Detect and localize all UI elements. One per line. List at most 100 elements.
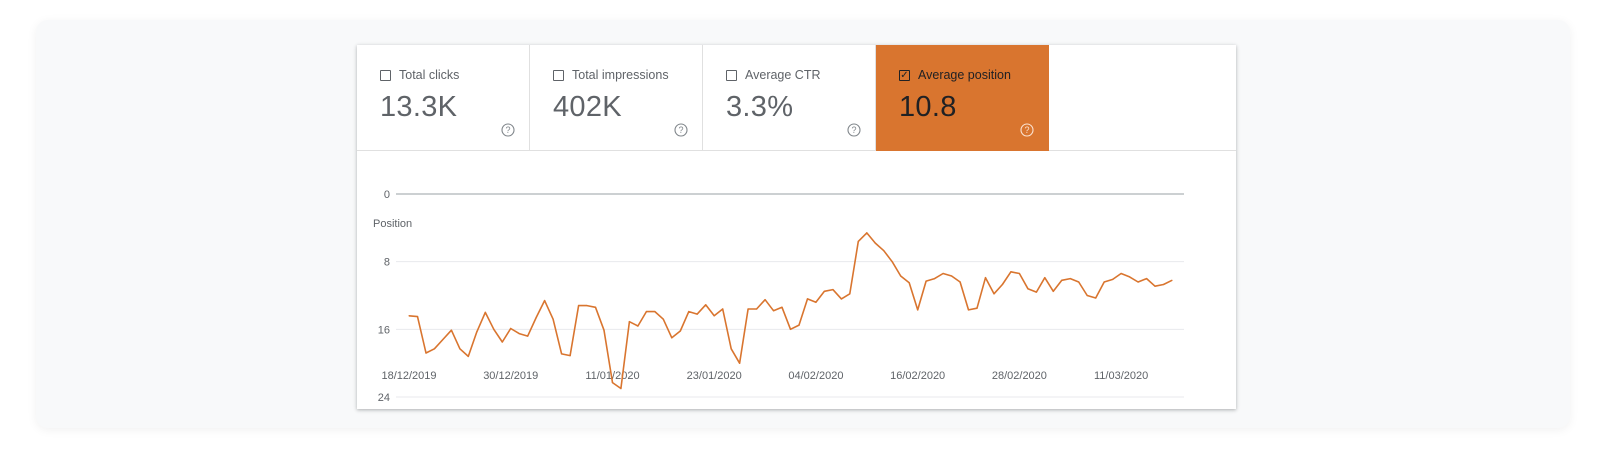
data-point	[942, 272, 944, 275]
data-point	[518, 333, 520, 335]
data-point	[967, 309, 970, 311]
checkbox[interactable]	[726, 70, 737, 81]
data-point	[976, 307, 978, 309]
data-point	[425, 352, 427, 354]
data-point	[1078, 281, 1080, 283]
data-point	[730, 348, 732, 350]
data-point	[628, 321, 630, 323]
data-point	[756, 308, 758, 310]
data-point	[959, 281, 961, 283]
data-point	[408, 315, 410, 317]
data-point	[1162, 283, 1165, 286]
data-point	[1044, 277, 1046, 279]
data-point	[1027, 288, 1029, 290]
data-point	[1154, 285, 1156, 287]
data-point	[815, 301, 817, 303]
svg-text:?: ?	[505, 125, 510, 135]
data-point	[1001, 283, 1004, 286]
metric-average-ctr[interactable]: Average CTR 3.3% ?	[703, 45, 876, 151]
data-point	[798, 324, 800, 326]
performance-card: Total clicks 13.3K ? Total impressions 4…	[357, 45, 1236, 409]
data-point	[679, 330, 681, 332]
data-point	[654, 311, 656, 313]
data-point	[662, 318, 664, 320]
data-point	[1171, 279, 1173, 281]
help-circle-icon[interactable]: ?	[501, 123, 515, 137]
svg-text:?: ?	[678, 125, 683, 135]
data-point	[781, 306, 783, 308]
y-tick-label: 8	[384, 257, 390, 269]
data-point	[645, 311, 647, 313]
data-point	[1137, 281, 1139, 283]
data-point	[535, 316, 537, 319]
data-point	[840, 298, 842, 300]
data-point	[459, 348, 461, 350]
data-point	[527, 335, 529, 337]
metric-label: Average position	[918, 68, 1011, 82]
data-point	[1129, 276, 1131, 278]
data-point	[806, 298, 809, 300]
x-tick-label: 04/02/2020	[788, 370, 843, 382]
data-point	[611, 382, 614, 384]
data-point	[883, 250, 885, 252]
data-point	[722, 308, 724, 310]
data-point	[561, 353, 563, 355]
data-point	[671, 337, 673, 339]
y-tick-label: 24	[378, 392, 390, 404]
data-point	[925, 280, 927, 282]
checkbox[interactable]: ✓	[899, 69, 910, 81]
data-point	[637, 325, 639, 327]
chart-grid	[396, 193, 1184, 398]
data-point	[467, 355, 469, 357]
metric-total-impressions[interactable]: Total impressions 402K ?	[530, 45, 703, 151]
x-tick-label: 11/03/2020	[1094, 370, 1148, 382]
data-point	[908, 282, 910, 284]
help-circle-icon[interactable]: ?	[674, 123, 688, 137]
data-point	[951, 275, 953, 277]
data-point	[1112, 278, 1114, 280]
metric-average-position[interactable]: ✓ Average position 10.8 ?	[876, 45, 1049, 151]
checkbox[interactable]	[553, 70, 564, 81]
x-tick-label: 30/12/2019	[483, 370, 538, 382]
data-point	[866, 232, 868, 234]
data-point	[1120, 272, 1122, 275]
metric-value: 402K	[553, 91, 622, 123]
data-point	[484, 311, 486, 313]
data-point	[874, 242, 876, 244]
series-points	[408, 232, 1173, 390]
metric-total-clicks[interactable]: Total clicks 13.3K ?	[357, 45, 530, 151]
data-point	[476, 331, 478, 333]
data-point	[1095, 297, 1097, 299]
svg-text:?: ?	[851, 125, 856, 135]
y-tick-labels: 0 8 16 24	[378, 189, 390, 404]
y-axis-title: Position	[373, 218, 412, 230]
data-point	[433, 348, 435, 350]
data-point	[620, 387, 622, 390]
data-point	[552, 318, 554, 320]
y-tick-label: 16	[378, 324, 390, 336]
data-point	[772, 310, 775, 312]
data-point	[934, 278, 936, 280]
data-point	[569, 355, 571, 357]
x-tick-label: 18/12/2019	[381, 370, 436, 382]
help-circle-icon[interactable]: ?	[847, 123, 861, 137]
data-point	[1146, 278, 1148, 280]
data-point	[493, 328, 495, 330]
checkbox[interactable]	[380, 70, 391, 81]
data-point	[603, 329, 605, 331]
data-point	[1103, 281, 1105, 283]
data-point	[1035, 291, 1037, 293]
data-point	[510, 327, 512, 330]
data-point	[849, 293, 851, 295]
data-point	[586, 305, 588, 307]
data-point	[789, 328, 792, 330]
data-point	[993, 293, 995, 295]
x-tick-label: 16/02/2020	[890, 370, 945, 382]
position-line-chart: Position 0 8 16 24 18/12/2019 30/12/2019 11/0…	[373, 189, 1184, 404]
metric-label: Total clicks	[399, 68, 460, 82]
x-tick-label: 11/01/2020	[585, 370, 639, 382]
data-point	[594, 306, 597, 308]
data-point	[688, 311, 690, 313]
help-circle-icon[interactable]: ?	[1020, 123, 1034, 137]
metric-value: 10.8	[899, 91, 957, 123]
